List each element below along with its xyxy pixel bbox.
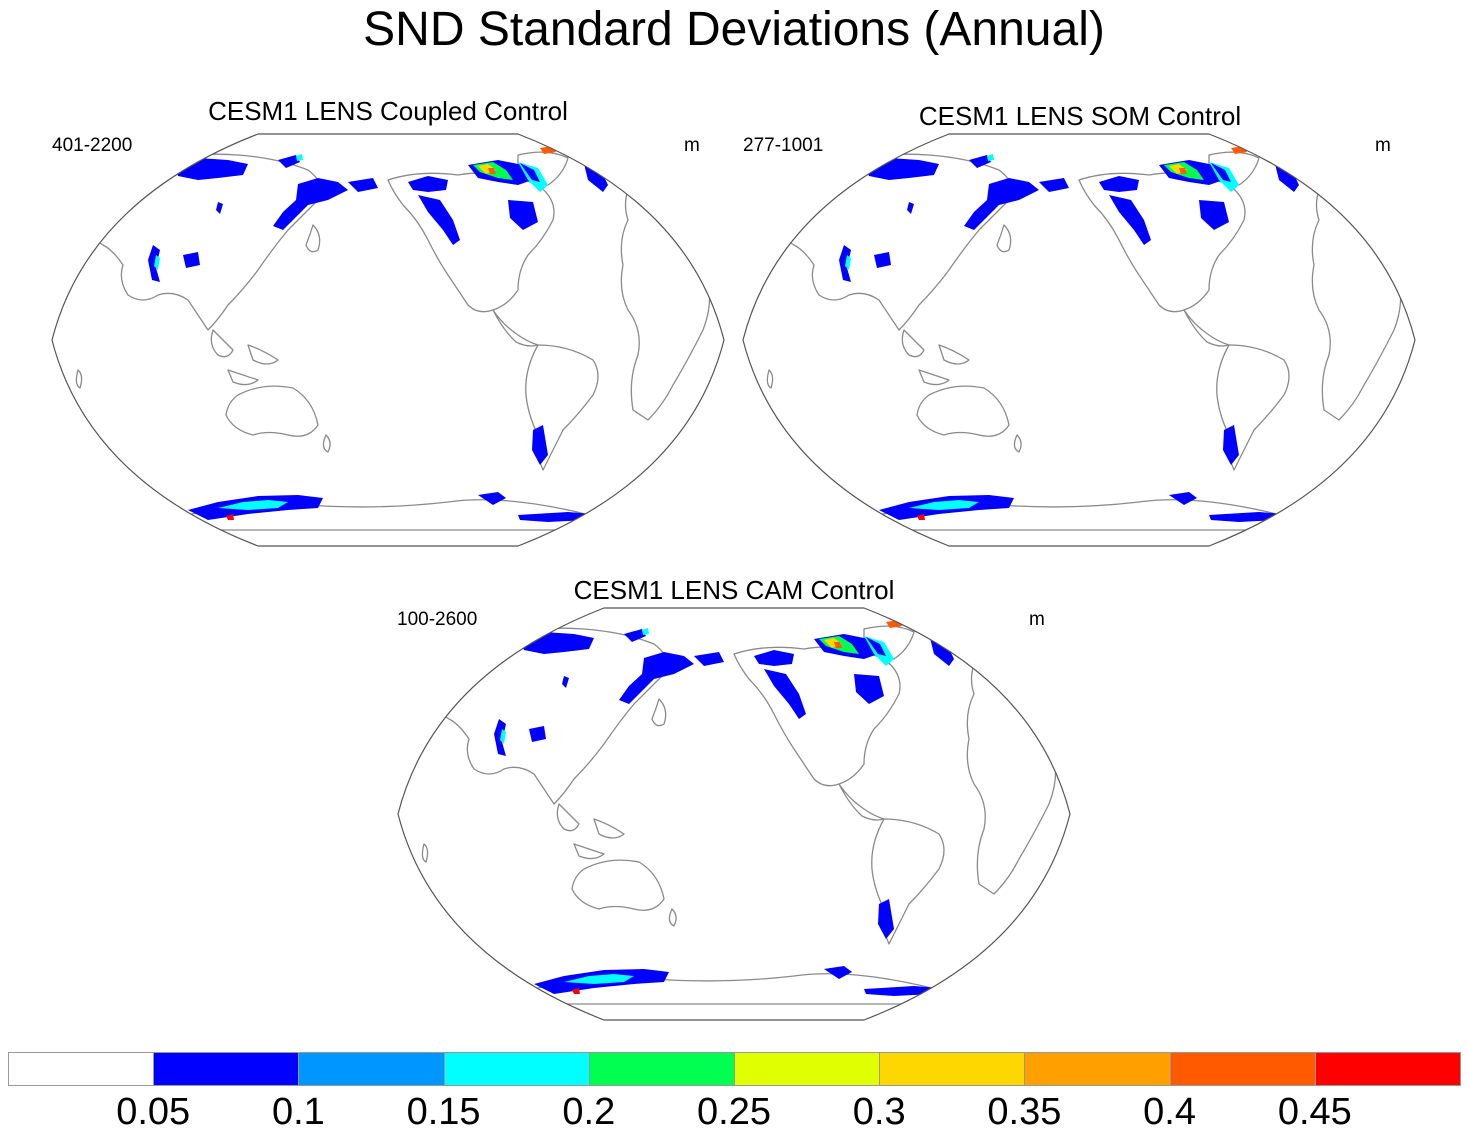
panel-title-som: CESM1 LENS SOM Control: [918, 101, 1242, 131]
colorbar-label: 0.05: [116, 1091, 191, 1133]
colorbar-label: 0.35: [987, 1091, 1062, 1133]
panel-years-cam: 100-2600: [397, 609, 478, 630]
main-title: SND Standard Deviations (Annual): [363, 3, 1105, 56]
panel-years-coupled: 401-2200: [52, 135, 133, 156]
colorbar-label: 0.2: [562, 1091, 616, 1133]
panel-title-coupled: CESM1 LENS Coupled Control: [208, 96, 568, 126]
colorbar-box: [879, 1052, 1026, 1086]
map-panel-coupled: [48, 130, 728, 550]
panel-title-cam: CESM1 LENS CAM Control: [573, 575, 895, 605]
colorbar-label: 0.25: [697, 1091, 771, 1133]
map-panel-som: [739, 130, 1419, 550]
panel-units-coupled: m: [684, 135, 700, 156]
world-map-coupled: [51, 133, 725, 547]
panel-units-som: m: [1375, 135, 1391, 156]
colorbar-label: 0.4: [1143, 1091, 1196, 1133]
colorbar-box: [298, 1052, 445, 1086]
colorbar-label: 0.1: [271, 1091, 325, 1133]
colorbar-label: 0.15: [406, 1091, 481, 1133]
colorbar-box: [734, 1052, 881, 1086]
panel-units-cam: m: [1029, 609, 1045, 630]
panel-years-som: 277-1001: [743, 135, 824, 156]
colorbar-box: [1314, 1052, 1461, 1086]
colorbar-box: [1024, 1052, 1171, 1086]
colorbar: [8, 1052, 1461, 1086]
world-map-cam: [397, 607, 1071, 1021]
colorbar-label: 0.45: [1277, 1091, 1352, 1133]
colorbar-box: [8, 1052, 155, 1086]
colorbar-box: [1169, 1052, 1316, 1086]
world-map-som: [742, 133, 1416, 547]
colorbar-box: [153, 1052, 300, 1086]
map-panel-cam: [394, 604, 1074, 1024]
colorbar-box: [443, 1052, 590, 1086]
colorbar-box: [588, 1052, 735, 1086]
colorbar-label: 0.3: [852, 1091, 906, 1133]
